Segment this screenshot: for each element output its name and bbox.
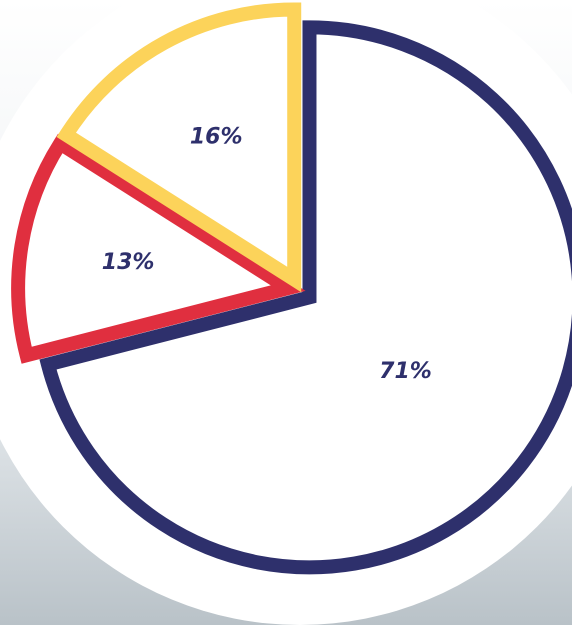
pie-slice [56, 2, 302, 293]
pie-slice [39, 20, 572, 575]
pie: 71% 13% 16% [11, 2, 572, 575]
pie-slice [11, 133, 306, 364]
slice-label: 71% [379, 359, 432, 384]
slice-label: 13% [102, 250, 155, 275]
slice-label: 16% [190, 125, 243, 150]
